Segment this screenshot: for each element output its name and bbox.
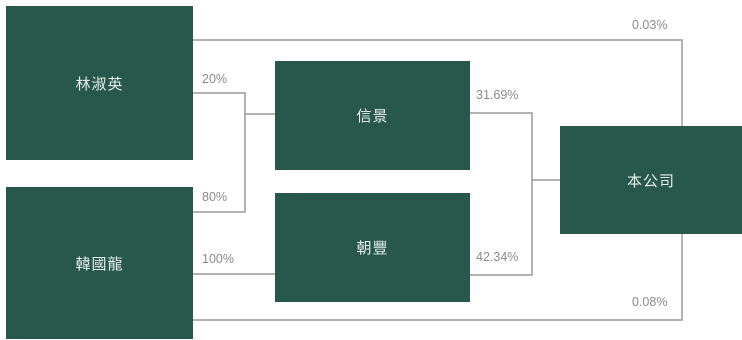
- stake-label-lin-to-xinjing: 20%: [202, 72, 228, 86]
- entity-box-han: 韓國龍: [6, 187, 193, 339]
- stake-label-chaofeng-to-company: 42.34%: [476, 250, 519, 264]
- line-han-to-xinjing: [193, 114, 246, 213]
- line-chaofeng-to-company: [470, 180, 533, 276]
- entity-label-chaofeng: 朝豐: [356, 239, 389, 257]
- line-lin-to-company: [193, 39, 683, 126]
- stake-label-han-to-chaofeng: 100%: [202, 252, 234, 266]
- entity-box-chaofeng: 朝豐: [275, 193, 470, 302]
- entity-label-company: 本公司: [626, 171, 675, 190]
- entity-label-lin: 林淑英: [75, 74, 124, 93]
- line-xinjing-to-company: [470, 112, 560, 181]
- stake-label-han-to-xinjing: 80%: [202, 190, 228, 204]
- entity-label-xinjing: 信景: [356, 107, 389, 125]
- entity-label-han: 韓國龍: [75, 254, 124, 273]
- line-han-to-company: [193, 234, 683, 321]
- stake-label-xinjing-to-company: 31.69%: [476, 88, 519, 102]
- entity-box-xinjing: 信景: [275, 61, 470, 170]
- line-lin-to-xinjing: [193, 92, 275, 115]
- entity-box-lin: 林淑英: [6, 6, 193, 160]
- stake-label-han-to-company: 0.08%: [632, 295, 668, 309]
- stake-label-lin-to-company: 0.03%: [632, 18, 668, 32]
- entity-box-company: 本公司: [560, 126, 742, 234]
